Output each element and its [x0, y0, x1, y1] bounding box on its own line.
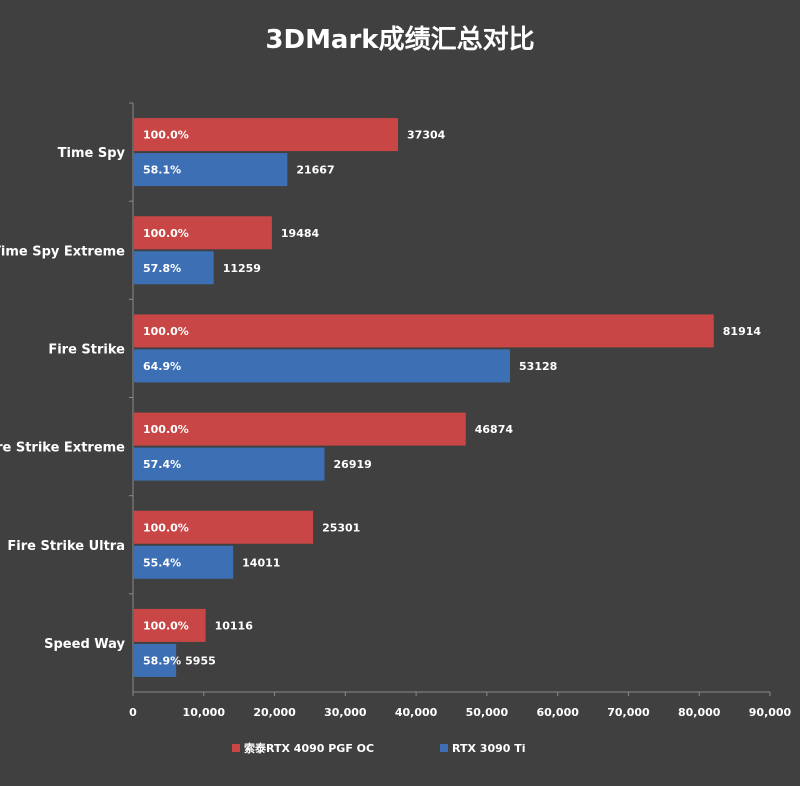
bar-series-1	[134, 314, 714, 348]
legend-label-series-1: 索泰RTX 4090 PGF OC	[244, 741, 374, 755]
category-label: Speed Way	[44, 637, 125, 652]
bar-series-2	[134, 447, 325, 481]
bar-series-1	[134, 510, 314, 544]
bar-value-label: 26919	[334, 458, 372, 471]
x-tick-label: 60,000	[536, 706, 579, 719]
bar-value-label: 81914	[723, 325, 762, 338]
chart-title: 3DMark成绩汇总对比	[265, 25, 534, 55]
bar-percent-label: 58.9%	[143, 654, 181, 667]
bar-series-1	[134, 412, 466, 446]
bar-series-2	[134, 545, 234, 579]
bar-value-label: 25301	[322, 521, 360, 534]
x-tick-label: 0	[129, 706, 137, 719]
bar-percent-label: 100.0%	[143, 521, 189, 534]
x-tick-label: 90,000	[749, 706, 792, 719]
bar-series-2	[134, 153, 288, 187]
bar-percent-label: 58.1%	[143, 164, 181, 177]
x-tick-label: 20,000	[253, 706, 296, 719]
bar-percent-label: 57.8%	[143, 262, 181, 275]
bar-percent-label: 100.0%	[143, 423, 189, 436]
bar-value-label: 19484	[281, 227, 320, 240]
legend-label-series-2: RTX 3090 Ti	[452, 742, 526, 755]
category-label: Time Spy	[58, 146, 126, 161]
bar-value-label: 53128	[519, 360, 557, 373]
x-tick-label: 50,000	[466, 706, 509, 719]
x-tick-label: 10,000	[183, 706, 226, 719]
bar-percent-label: 64.9%	[143, 360, 181, 373]
bar-series-2	[134, 251, 214, 285]
bar-series-2	[134, 349, 511, 383]
legend-swatch-series-1	[232, 744, 240, 752]
category-label: Fire Strike Ultra	[7, 539, 125, 554]
bar-value-label: 11259	[223, 262, 261, 275]
x-tick-label: 40,000	[395, 706, 438, 719]
bar-percent-label: 57.4%	[143, 458, 181, 471]
bar-series-1	[134, 608, 206, 642]
x-tick-label: 80,000	[678, 706, 721, 719]
bar-value-label: 10116	[215, 619, 254, 632]
bar-series-2	[134, 643, 177, 677]
bar-value-label: 5955	[185, 654, 216, 667]
legend-swatch-series-2	[440, 744, 448, 752]
bar-percent-label: 55.4%	[143, 556, 181, 569]
bar-percent-label: 100.0%	[143, 129, 189, 142]
bar-series-1	[134, 118, 399, 152]
bar-value-label: 14011	[242, 556, 280, 569]
bar-percent-label: 100.0%	[143, 325, 189, 338]
category-label: Fire Strike Extreme	[0, 441, 125, 456]
bar-value-label: 46874	[475, 423, 514, 436]
bar-value-label: 21667	[296, 164, 334, 177]
bar-percent-label: 100.0%	[143, 619, 189, 632]
bar-percent-label: 100.0%	[143, 227, 189, 240]
x-tick-label: 70,000	[607, 706, 650, 719]
category-label: Fire Strike	[48, 342, 125, 357]
category-label: Time Spy Extreme	[0, 244, 125, 259]
bar-value-label: 37304	[407, 129, 446, 142]
bar-series-1	[134, 216, 272, 250]
x-tick-label: 30,000	[324, 706, 367, 719]
